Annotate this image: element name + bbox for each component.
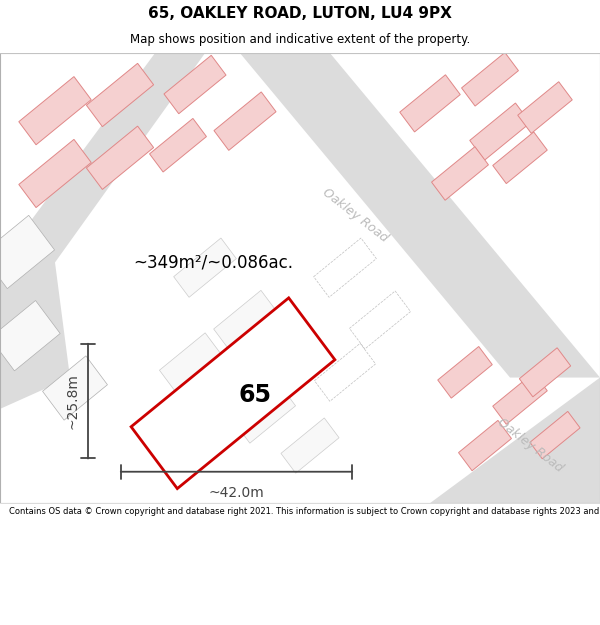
Polygon shape [214, 291, 277, 349]
Text: Oakley Road: Oakley Road [495, 416, 565, 475]
Polygon shape [0, 301, 60, 371]
Polygon shape [520, 348, 571, 397]
Polygon shape [43, 356, 107, 420]
Polygon shape [470, 103, 530, 160]
Polygon shape [530, 411, 580, 459]
Text: Map shows position and indicative extent of the property.: Map shows position and indicative extent… [130, 33, 470, 46]
Polygon shape [131, 298, 335, 489]
Polygon shape [0, 216, 55, 289]
Polygon shape [431, 147, 488, 200]
Polygon shape [240, 53, 600, 378]
Text: Contains OS data © Crown copyright and database right 2021. This information is : Contains OS data © Crown copyright and d… [9, 507, 600, 516]
Polygon shape [281, 418, 339, 473]
Polygon shape [19, 139, 91, 208]
Text: Oakley Road: Oakley Road [320, 186, 390, 245]
Polygon shape [149, 118, 206, 172]
Polygon shape [493, 372, 547, 424]
Polygon shape [493, 132, 547, 184]
Polygon shape [458, 421, 511, 471]
Polygon shape [235, 385, 296, 443]
Text: ~25.8m: ~25.8m [66, 373, 80, 429]
Polygon shape [214, 92, 276, 151]
Polygon shape [164, 55, 226, 114]
Polygon shape [160, 333, 221, 391]
Polygon shape [400, 75, 460, 132]
Polygon shape [518, 82, 572, 133]
Text: 65: 65 [239, 383, 271, 408]
Polygon shape [438, 346, 492, 398]
Text: 65, OAKLEY ROAD, LUTON, LU4 9PX: 65, OAKLEY ROAD, LUTON, LU4 9PX [148, 6, 452, 21]
Polygon shape [0, 53, 205, 409]
Text: ~349m²/~0.086ac.: ~349m²/~0.086ac. [133, 253, 293, 271]
Polygon shape [86, 63, 154, 127]
Polygon shape [19, 77, 91, 145]
Polygon shape [461, 52, 518, 106]
Text: ~42.0m: ~42.0m [209, 486, 265, 501]
Polygon shape [173, 238, 236, 298]
Polygon shape [430, 378, 600, 503]
Polygon shape [86, 126, 154, 189]
